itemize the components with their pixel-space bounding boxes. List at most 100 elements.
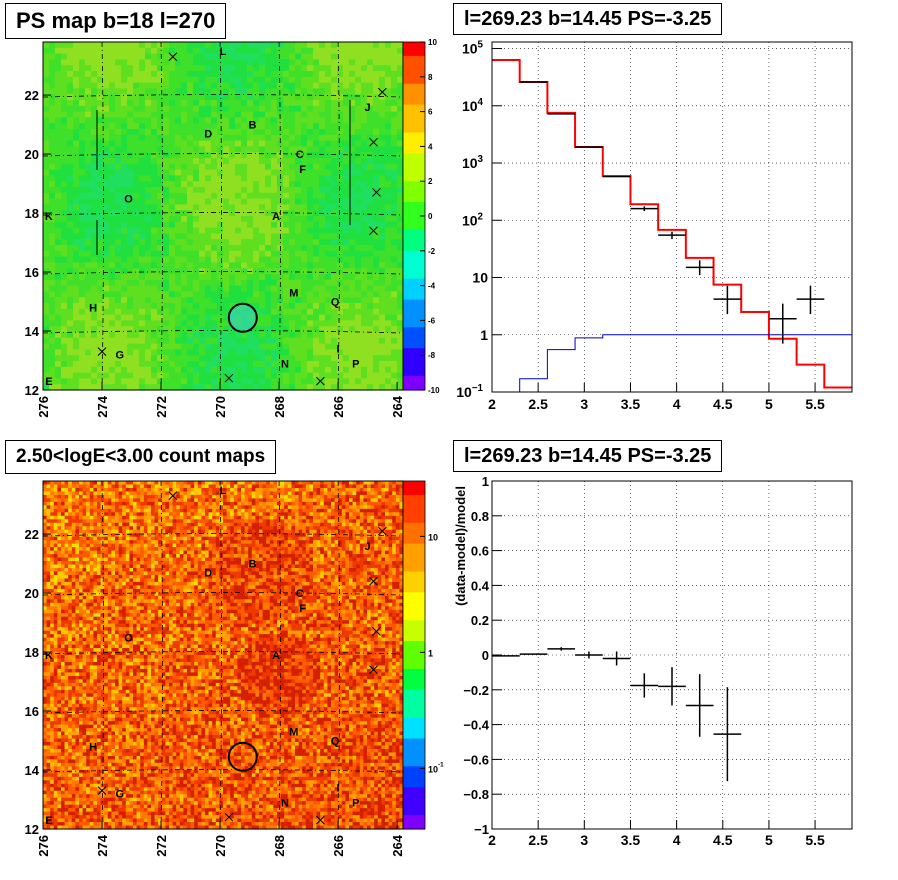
x-tick-label: 3: [580, 396, 588, 412]
colorbar-tick-label: 10: [428, 38, 437, 47]
source-label: M: [289, 727, 298, 739]
colorbar-tick-label: 1: [428, 648, 433, 658]
colorbar-tick-label: -10: [428, 386, 440, 395]
x-tick-label: 272: [154, 396, 169, 418]
y-tick-label: −0.8: [463, 787, 489, 802]
spectrum-title: l=269.23 b=14.45 PS=-3.25: [453, 3, 722, 35]
colorbar-tick-label: -2: [428, 247, 436, 256]
y-tick-label: 104: [462, 97, 484, 114]
x-tick-label: 5.5: [805, 396, 825, 412]
colorbar-tick-label: -4: [428, 282, 436, 291]
source-label: K: [45, 650, 53, 662]
colorbar-tick-label: 10-1: [428, 761, 444, 774]
y-tick-label: 18: [25, 206, 39, 221]
colorbar-tick-label: 4: [428, 142, 433, 151]
source-label: M: [289, 288, 298, 300]
source-label: B: [249, 120, 257, 132]
x-tick-label: 264: [390, 395, 405, 417]
x-tick-label: 266: [331, 835, 346, 857]
selected-position-circle: [229, 304, 257, 332]
source-label: E: [45, 376, 52, 388]
x-tick-label: 270: [213, 396, 228, 418]
source-label: H: [89, 302, 97, 314]
y-tick-label: 0.6: [471, 544, 489, 559]
x-tick-label: 266: [331, 396, 346, 418]
y-tick-label: 14: [25, 763, 40, 778]
source-label: E: [45, 815, 52, 827]
source-label: Q: [331, 297, 340, 309]
x-tick-label: 2: [488, 832, 496, 848]
y-tick-label: 22: [25, 88, 39, 103]
y-tick-label: 20: [25, 147, 39, 162]
source-label: G: [115, 789, 124, 801]
source-label: C: [296, 149, 304, 161]
x-tick-label: 4: [673, 832, 681, 848]
source-label: K: [45, 211, 53, 223]
y-tick-label: 1: [482, 474, 489, 489]
source-label: H: [89, 741, 97, 753]
x-tick-label: 272: [154, 835, 169, 857]
y-tick-label: 10−1: [456, 383, 483, 400]
x-tick-label: 276: [36, 835, 51, 857]
y-tick-label: −0.6: [463, 752, 489, 767]
source-label: Q: [331, 736, 340, 748]
source-label: C: [296, 588, 304, 600]
source-label: L: [220, 485, 227, 497]
y-tick-label: 14: [25, 324, 40, 339]
source-label: N: [281, 797, 289, 809]
source-label: O: [124, 193, 133, 205]
x-tick-label: 276: [36, 396, 51, 418]
x-tick-label: 5.5: [805, 832, 825, 848]
source-label: G: [115, 350, 124, 362]
x-tick-label: 264: [390, 834, 405, 856]
background-step-line: [492, 335, 852, 392]
source-label: I: [337, 344, 340, 356]
y-tick-label: 16: [25, 265, 39, 280]
source-label: D: [204, 567, 212, 579]
x-tick-label: 3.5: [621, 832, 641, 848]
y-tick-label: −0.2: [463, 683, 489, 698]
source-label: D: [204, 128, 212, 140]
colorbar-tick-label: 8: [428, 73, 433, 82]
y-axis-label: (data-model)/model: [453, 486, 468, 606]
y-tick-label: 0.4: [471, 578, 490, 593]
colorbar-tick-label: 2: [428, 177, 433, 186]
source-label: A: [272, 650, 280, 662]
source-label: O: [124, 632, 133, 644]
source-label: F: [299, 603, 306, 615]
count-map-title: 2.50<logE<3.00 count maps: [5, 440, 276, 474]
y-tick-label: 0.2: [471, 613, 489, 628]
y-tick-label: −0.4: [463, 718, 489, 733]
colorbar-tick-label: -6: [428, 316, 436, 325]
y-tick-label: 10: [472, 270, 488, 286]
colorbar: [403, 481, 425, 830]
y-tick-label: 12: [25, 383, 39, 398]
source-label: I: [337, 783, 340, 795]
x-tick-label: 3.5: [621, 396, 641, 412]
y-tick-label: 22: [25, 527, 39, 542]
y-tick-label: 0: [482, 648, 489, 663]
source-label: A: [272, 211, 280, 223]
colorbar-tick-label: 10: [428, 532, 438, 542]
x-tick-label: 2.5: [528, 832, 548, 848]
x-tick-label: 3: [580, 832, 588, 848]
y-tick-label: 20: [25, 586, 39, 601]
source-label: P: [352, 797, 359, 809]
x-tick-label: 4.5: [713, 396, 733, 412]
source-label: J: [365, 541, 371, 553]
source-label: N: [281, 358, 289, 370]
x-tick-label: 4.5: [713, 832, 733, 848]
y-tick-label: 105: [462, 40, 484, 57]
source-label: J: [365, 102, 371, 114]
y-tick-label: 1: [480, 327, 488, 343]
source-label: P: [352, 358, 359, 370]
x-tick-label: 2: [488, 396, 496, 412]
colorbar-tick-label: 0: [428, 212, 433, 221]
x-tick-label: 5: [765, 396, 773, 412]
x-tick-label: 270: [213, 835, 228, 857]
